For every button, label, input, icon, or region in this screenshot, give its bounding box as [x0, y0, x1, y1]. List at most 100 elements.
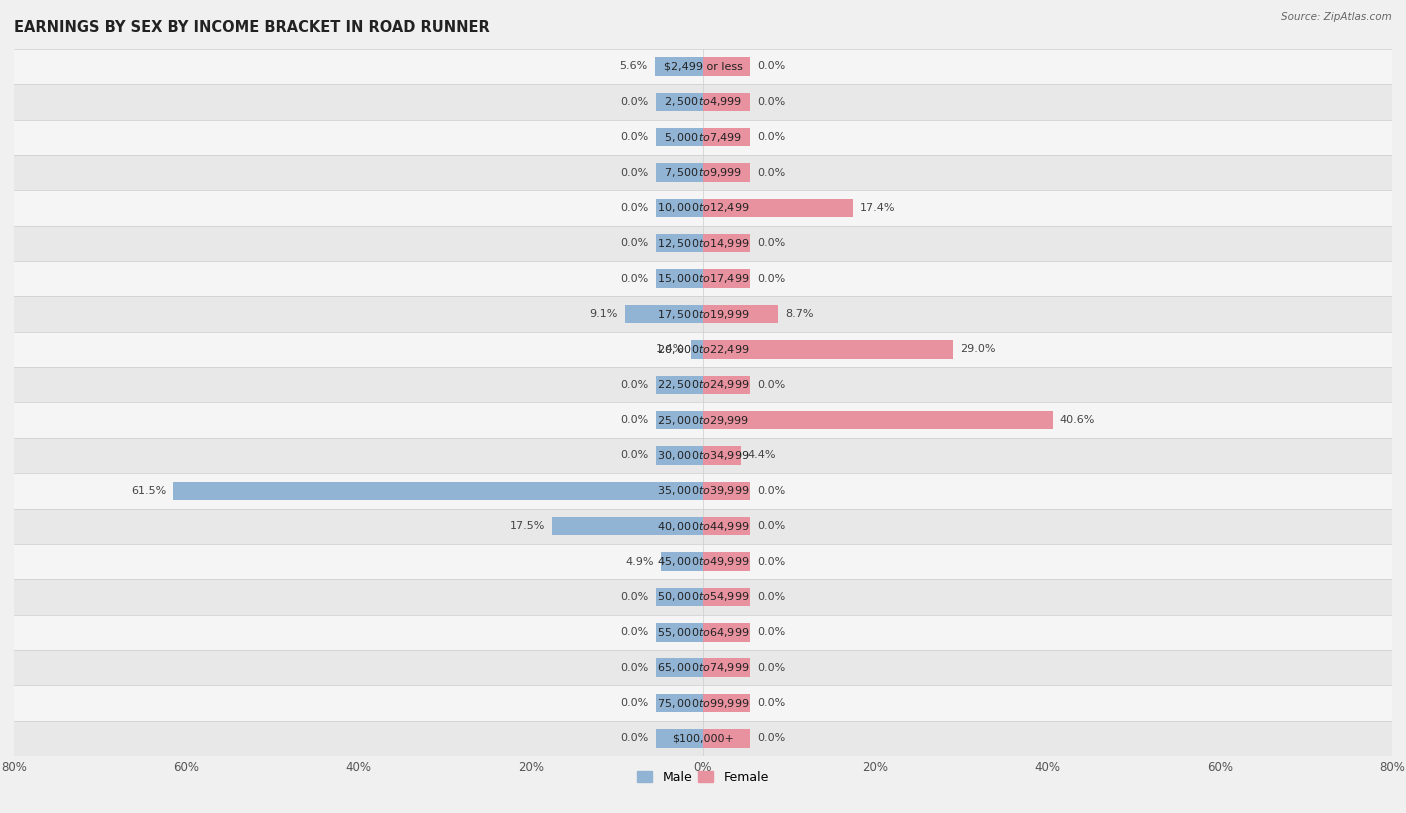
Text: 0.0%: 0.0% [620, 380, 648, 389]
Bar [173, 481, 703, 500]
Text: $25,000 to $29,999: $25,000 to $29,999 [657, 414, 749, 427]
Text: 0.0%: 0.0% [620, 167, 648, 177]
Text: $45,000 to $49,999: $45,000 to $49,999 [657, 555, 749, 568]
Bar [655, 163, 703, 182]
Text: 0.0%: 0.0% [758, 486, 786, 496]
Text: 0.0%: 0.0% [758, 592, 786, 602]
Text: 0.0%: 0.0% [758, 97, 786, 107]
Bar [14, 297, 1392, 332]
Bar [661, 552, 703, 571]
Text: Source: ZipAtlas.com: Source: ZipAtlas.com [1281, 12, 1392, 22]
Bar [703, 693, 751, 712]
Bar [655, 269, 703, 288]
Bar [655, 411, 703, 429]
Text: 0.0%: 0.0% [620, 415, 648, 425]
Text: 0.0%: 0.0% [758, 62, 786, 72]
Bar [14, 685, 1392, 720]
Bar [14, 509, 1392, 544]
Bar [690, 340, 703, 359]
Text: 0.0%: 0.0% [758, 557, 786, 567]
Text: $30,000 to $34,999: $30,000 to $34,999 [657, 449, 749, 462]
Text: $5,000 to $7,499: $5,000 to $7,499 [664, 131, 742, 144]
Bar [553, 517, 703, 536]
Text: 0.0%: 0.0% [620, 733, 648, 743]
Bar [703, 376, 751, 394]
Text: 17.5%: 17.5% [510, 521, 546, 531]
Bar [14, 544, 1392, 579]
Text: $100,000+: $100,000+ [672, 733, 734, 743]
Text: $20,000 to $22,499: $20,000 to $22,499 [657, 343, 749, 356]
Text: 0.0%: 0.0% [620, 450, 648, 460]
Text: 0.0%: 0.0% [620, 274, 648, 284]
Text: $22,500 to $24,999: $22,500 to $24,999 [657, 378, 749, 391]
Text: 0.0%: 0.0% [758, 274, 786, 284]
Text: 5.6%: 5.6% [620, 62, 648, 72]
Bar [655, 198, 703, 217]
Bar [703, 517, 751, 536]
Text: 0.0%: 0.0% [758, 133, 786, 142]
Bar [703, 481, 751, 500]
Text: 0.0%: 0.0% [758, 521, 786, 531]
Bar [703, 588, 751, 606]
Bar [655, 57, 703, 76]
Bar [703, 163, 751, 182]
Bar [14, 49, 1392, 85]
Bar [703, 305, 778, 324]
Text: 8.7%: 8.7% [785, 309, 813, 319]
Text: 0.0%: 0.0% [758, 733, 786, 743]
Bar [14, 367, 1392, 402]
Bar [655, 446, 703, 465]
Bar [655, 729, 703, 748]
Text: 0.0%: 0.0% [620, 133, 648, 142]
Bar [655, 93, 703, 111]
Bar [655, 588, 703, 606]
Bar [14, 473, 1392, 509]
Legend: Male, Female: Male, Female [633, 766, 773, 789]
Text: 0.0%: 0.0% [620, 203, 648, 213]
Bar [703, 128, 751, 146]
Text: 0.0%: 0.0% [758, 238, 786, 248]
Bar [703, 234, 751, 253]
Text: $15,000 to $17,499: $15,000 to $17,499 [657, 272, 749, 285]
Bar [14, 720, 1392, 756]
Bar [14, 261, 1392, 297]
Text: $65,000 to $74,999: $65,000 to $74,999 [657, 661, 749, 674]
Text: $55,000 to $64,999: $55,000 to $64,999 [657, 626, 749, 639]
Bar [703, 57, 751, 76]
Bar [14, 402, 1392, 437]
Bar [655, 234, 703, 253]
Text: 0.0%: 0.0% [620, 698, 648, 708]
Bar [703, 340, 953, 359]
Bar [655, 659, 703, 677]
Bar [655, 376, 703, 394]
Text: $12,500 to $14,999: $12,500 to $14,999 [657, 237, 749, 250]
Text: 0.0%: 0.0% [620, 628, 648, 637]
Text: 9.1%: 9.1% [589, 309, 617, 319]
Text: 40.6%: 40.6% [1060, 415, 1095, 425]
Bar [703, 552, 751, 571]
Bar [624, 305, 703, 324]
Text: 0.0%: 0.0% [620, 97, 648, 107]
Text: 0.0%: 0.0% [758, 167, 786, 177]
Text: $17,500 to $19,999: $17,500 to $19,999 [657, 307, 749, 320]
Text: $40,000 to $44,999: $40,000 to $44,999 [657, 520, 749, 533]
Text: 29.0%: 29.0% [960, 345, 995, 354]
Text: 4.9%: 4.9% [626, 557, 654, 567]
Bar [703, 446, 741, 465]
Text: 0.0%: 0.0% [758, 698, 786, 708]
Text: 0.0%: 0.0% [620, 663, 648, 672]
Bar [14, 332, 1392, 367]
Bar [655, 128, 703, 146]
Bar [703, 729, 751, 748]
Bar [703, 411, 1053, 429]
Bar [703, 623, 751, 641]
Bar [14, 85, 1392, 120]
Text: 61.5%: 61.5% [131, 486, 166, 496]
Bar [703, 93, 751, 111]
Bar [655, 623, 703, 641]
Text: $2,499 or less: $2,499 or less [664, 62, 742, 72]
Text: $2,500 to $4,999: $2,500 to $4,999 [664, 95, 742, 108]
Bar [655, 693, 703, 712]
Bar [703, 269, 751, 288]
Text: 0.0%: 0.0% [758, 663, 786, 672]
